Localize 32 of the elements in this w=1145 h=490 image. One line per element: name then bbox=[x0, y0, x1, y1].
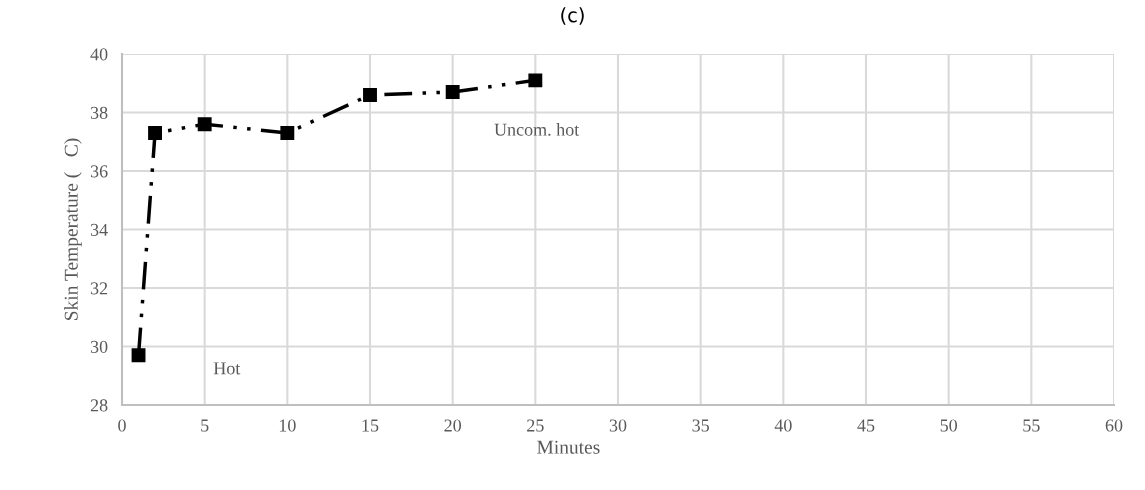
point bbox=[528, 73, 543, 88]
x-tick-label: 15 bbox=[362, 419, 379, 432]
y-tick-label: 38 bbox=[90, 106, 108, 119]
x-tick-label: 55 bbox=[1023, 419, 1040, 432]
y-tick-label: 28 bbox=[90, 399, 108, 412]
x-tick-label: 60 bbox=[1105, 419, 1123, 432]
y-tick-label: 34 bbox=[90, 223, 108, 236]
x-tick-label: 25 bbox=[527, 419, 544, 432]
x-tick-label: 50 bbox=[940, 419, 958, 432]
y-tick-label: 40 bbox=[90, 48, 108, 61]
x-axis-title: Minutes bbox=[537, 440, 600, 454]
annotation: Uncom. hot bbox=[494, 123, 580, 136]
point bbox=[148, 126, 163, 140]
point bbox=[363, 88, 377, 102]
x-tick-label: 10 bbox=[279, 419, 296, 432]
y-tick-label: 30 bbox=[90, 340, 108, 353]
x-tick-label: 45 bbox=[857, 419, 875, 432]
x-tick-label: 40 bbox=[774, 419, 792, 432]
x-tick-label: 0 bbox=[118, 419, 126, 432]
point bbox=[197, 117, 212, 132]
y-tick-label: 36 bbox=[90, 165, 108, 178]
x-tick-label: 30 bbox=[609, 419, 627, 432]
y-axis-title: Skin Temperature ( C) bbox=[64, 138, 82, 320]
chart-title: (c) bbox=[561, 7, 584, 25]
point bbox=[131, 348, 146, 363]
x-tick-label: 20 bbox=[444, 419, 462, 432]
point bbox=[445, 85, 460, 99]
point bbox=[280, 126, 295, 140]
annotation: Hot bbox=[213, 362, 241, 375]
x-tick-label: 35 bbox=[692, 419, 709, 432]
x-tick-label: 5 bbox=[201, 419, 209, 432]
y-tick-label: 32 bbox=[90, 282, 108, 295]
